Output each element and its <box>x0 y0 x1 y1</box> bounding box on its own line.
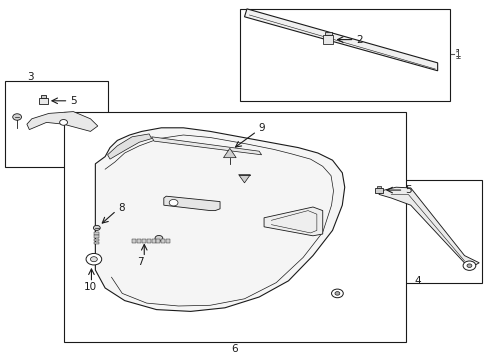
Bar <box>376 186 380 188</box>
Text: 6: 6 <box>231 344 238 354</box>
Bar <box>94 232 99 235</box>
Text: 3: 3 <box>27 72 34 82</box>
Bar <box>146 239 150 243</box>
Text: 1: 1 <box>454 49 461 59</box>
Polygon shape <box>378 187 478 268</box>
Bar <box>94 235 99 238</box>
Polygon shape <box>27 112 98 131</box>
Circle shape <box>90 257 97 262</box>
Text: 2: 2 <box>355 35 362 45</box>
Polygon shape <box>264 207 322 236</box>
Bar <box>94 242 99 244</box>
Bar <box>324 32 331 35</box>
Bar <box>41 95 46 98</box>
Bar <box>39 98 48 104</box>
Bar <box>368 180 481 283</box>
Bar <box>5 81 107 167</box>
Bar <box>137 239 141 243</box>
Polygon shape <box>244 9 437 71</box>
Polygon shape <box>223 148 236 158</box>
Bar <box>239 9 449 101</box>
Circle shape <box>13 114 21 120</box>
Bar <box>374 188 382 193</box>
Bar <box>322 35 333 44</box>
Circle shape <box>169 199 178 206</box>
Bar <box>166 239 170 243</box>
Circle shape <box>334 292 339 295</box>
Text: 5: 5 <box>70 96 77 106</box>
Text: 8: 8 <box>118 203 124 213</box>
Polygon shape <box>107 134 151 159</box>
Circle shape <box>155 235 163 241</box>
Bar <box>151 239 155 243</box>
Circle shape <box>93 225 100 230</box>
Circle shape <box>86 253 102 265</box>
Bar <box>156 239 160 243</box>
Polygon shape <box>151 137 261 155</box>
Text: 5: 5 <box>404 185 411 195</box>
Bar <box>161 239 165 243</box>
Text: 4: 4 <box>414 276 421 286</box>
Bar <box>63 112 405 342</box>
Circle shape <box>331 289 343 298</box>
Bar <box>94 239 99 241</box>
Bar <box>142 239 145 243</box>
Polygon shape <box>238 175 250 183</box>
Text: 7: 7 <box>137 257 144 267</box>
Circle shape <box>462 261 475 270</box>
Bar <box>132 239 136 243</box>
Text: 10: 10 <box>84 282 97 292</box>
Polygon shape <box>95 128 344 311</box>
Text: 1: 1 <box>454 51 461 61</box>
Circle shape <box>466 264 471 267</box>
Circle shape <box>60 120 67 125</box>
Polygon shape <box>163 196 220 211</box>
Text: 9: 9 <box>258 123 264 133</box>
